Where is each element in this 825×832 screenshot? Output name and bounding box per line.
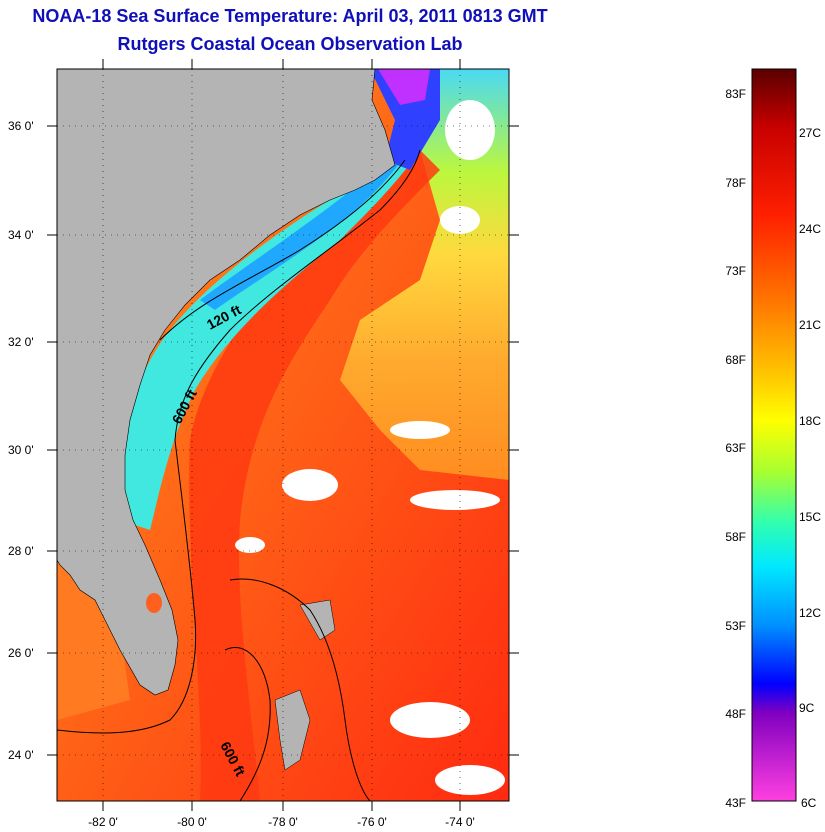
lon-label-82: -82 0' — [88, 815, 118, 829]
lat-label-30: 30 0' — [8, 443, 34, 457]
lat-label-26: 26 0' — [8, 646, 34, 660]
colorbar-f-48: 48F — [725, 707, 746, 721]
offshore-cool-water — [340, 69, 509, 480]
north-cold-water — [378, 69, 430, 105]
lon-label-74: -74 0' — [445, 815, 475, 829]
colorbar-c-21: 21C — [799, 318, 821, 332]
lon-label-80: -80 0' — [177, 815, 207, 829]
land-southeast-us — [57, 69, 396, 696]
colorbar-f-43: 43F — [725, 796, 746, 810]
coastal-cold-water — [119, 115, 440, 530]
map-title: NOAA-18 Sea Surface Temperature: April 0… — [32, 6, 548, 26]
colorbar-f-68: 68F — [725, 353, 746, 367]
lat-label-24: 24 0' — [8, 748, 34, 762]
colorbar-f-53: 53F — [725, 619, 746, 633]
lat-label-36: 36 0' — [8, 119, 34, 133]
contour-120ft — [159, 159, 406, 341]
lat-label-32: 32 0' — [8, 335, 34, 349]
lat-label-34: 34 0' — [8, 228, 34, 242]
colorbar-c-24: 24C — [799, 222, 821, 236]
colorbar-c-15: 15C — [799, 510, 821, 524]
colorbar-gradient — [751, 68, 797, 802]
map-subtitle: Rutgers Coastal Ocean Observation Lab — [117, 34, 463, 54]
colorbar-c-27: 27C — [799, 126, 821, 140]
contour-florida-shelf — [57, 439, 197, 734]
colorbar-c-9: 9C — [799, 701, 815, 715]
axis-ticks — [47, 59, 519, 811]
contour-bahamas-bank — [229, 578, 371, 801]
sst-map: 36 0' 34 0' 32 0' 30 0' 28 0' 26 0' 24 0… — [8, 59, 519, 829]
colorbar-c-6: 6C — [801, 796, 817, 810]
lake-okeechobee — [146, 593, 162, 613]
bahamas-andros — [274, 689, 311, 771]
colorbar-f-58: 58F — [725, 530, 746, 544]
lat-label-28: 28 0' — [8, 544, 34, 558]
lat-lon-grid — [57, 69, 509, 801]
cloud-patches — [235, 100, 505, 795]
lon-label-76: -76 0' — [357, 815, 387, 829]
lon-label-78: -78 0' — [268, 815, 298, 829]
colorbar-f-73: 73F — [725, 264, 746, 278]
colorbar-f-83: 83F — [725, 87, 746, 101]
contour-600ft — [174, 149, 421, 441]
colorbar-f-78: 78F — [725, 176, 746, 190]
colorbar-c-18: 18C — [799, 414, 821, 428]
colorbar-c-12: 12C — [799, 606, 821, 620]
colorbar-f-63: 63F — [725, 441, 746, 455]
coastal-coldest-water — [200, 108, 430, 310]
bahamas-abaco — [299, 599, 336, 641]
contour-bahamas-bank-2 — [224, 647, 271, 801]
